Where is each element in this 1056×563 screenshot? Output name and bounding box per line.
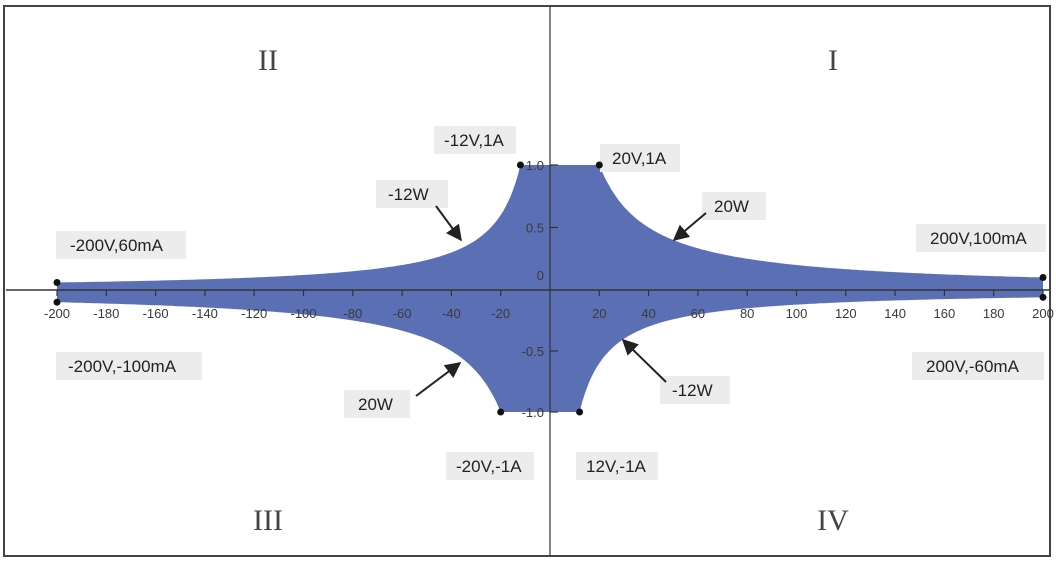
annotation-q3-power: 20W	[344, 390, 410, 418]
x-tick-label: -160	[143, 306, 169, 321]
quadrant-iv-label: IV	[817, 504, 849, 537]
x-tick-label: -80	[343, 306, 362, 321]
svg-text:20W: 20W	[358, 395, 393, 414]
label-20v-1a: 20V,1A	[600, 144, 680, 172]
arrow-q2	[435, 205, 462, 242]
annotation-q1-power: 20W	[702, 192, 766, 220]
label-200v-neg60ma: 200V,-60mA	[912, 352, 1044, 380]
x-tick-label: 160	[934, 306, 956, 321]
svg-text:12V,-1A: 12V,-1A	[586, 457, 647, 476]
x-tick-label: 20	[592, 306, 606, 321]
y-tick-label: -0.5	[522, 344, 544, 359]
svg-text:200V,100mA: 200V,100mA	[930, 229, 1027, 248]
x-tick-label: 200	[1032, 306, 1054, 321]
corner-point	[497, 408, 505, 416]
annotation-q2-power: -12W	[376, 180, 448, 208]
quadrant-ii-label: II	[258, 44, 278, 77]
y-tick-label: 0.5	[526, 221, 544, 236]
svg-text:-200V,60mA: -200V,60mA	[70, 236, 164, 255]
label-neg200v-60ma: -200V,60mA	[56, 231, 186, 259]
corner-point	[1039, 293, 1047, 301]
x-tick-label: 60	[691, 306, 705, 321]
svg-text:-12W: -12W	[388, 185, 429, 204]
x-tick-label: 120	[835, 306, 857, 321]
x-tick-label: 100	[786, 306, 808, 321]
svg-text:20W: 20W	[714, 197, 749, 216]
x-tick-label: -20	[491, 306, 510, 321]
quadrant-i-label: I	[828, 44, 838, 77]
x-tick-label: -120	[241, 306, 267, 321]
corner-point	[516, 161, 524, 169]
label-neg20v-neg1a: -20V,-1A	[446, 452, 534, 480]
x-ticks: -200 -180 -160 -140 -120 -100 -80 -60 -40 -20 20 40…	[44, 290, 1054, 321]
label-neg200v-neg100ma: -200V,-100mA	[56, 352, 202, 380]
arrow-q1	[672, 212, 707, 242]
x-tick-label: 140	[884, 306, 906, 321]
y-tick-label: -1.0	[522, 405, 544, 420]
arrow-q4	[621, 338, 667, 383]
corner-point	[1039, 274, 1047, 281]
svg-text:-12W: -12W	[672, 381, 713, 400]
x-tick-label: -140	[192, 306, 218, 321]
x-tick-label: -200	[44, 306, 70, 321]
quadrant-iii-label: III	[253, 504, 283, 537]
x-tick-label: -180	[93, 306, 119, 321]
label-12v-neg1a: 12V,-1A	[576, 452, 658, 480]
label-200v-100ma: 200V,100mA	[916, 224, 1046, 252]
corner-point	[595, 161, 603, 169]
x-tick-label: 180	[983, 306, 1005, 321]
x-tick-label: 40	[641, 306, 655, 321]
y-tick-label: 0	[537, 268, 544, 283]
svg-text:-20V,-1A: -20V,-1A	[456, 457, 522, 476]
svg-text:-12V,1A: -12V,1A	[444, 131, 505, 150]
corner-point	[576, 408, 584, 416]
corner-point	[53, 279, 61, 286]
svg-text:200V,-60mA: 200V,-60mA	[926, 357, 1020, 376]
x-tick-label: 80	[740, 306, 754, 321]
x-tick-label: -60	[393, 306, 412, 321]
label-neg12v-1a: -12V,1A	[434, 126, 516, 154]
y-ticks: 1.0 0.5 0 -0.5 -1.0	[522, 158, 558, 420]
corner-points	[53, 161, 1047, 416]
x-tick-label: -40	[442, 306, 461, 321]
arrow-q3	[415, 362, 462, 397]
annotation-q4-power: -12W	[660, 376, 730, 404]
svg-text:20V,1A: 20V,1A	[612, 149, 667, 168]
chart-border	[3, 5, 1051, 557]
y-tick-label: 1.0	[526, 158, 544, 173]
svg-text:-200V,-100mA: -200V,-100mA	[68, 357, 177, 376]
corner-point	[53, 298, 61, 306]
x-tick-label: -100	[290, 306, 316, 321]
